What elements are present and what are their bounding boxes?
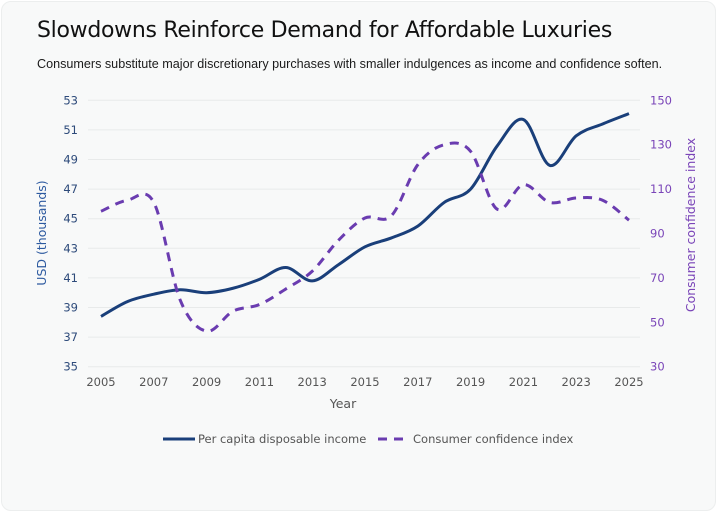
x-tick-label: 2017 [403, 375, 432, 389]
left-tick-label: 49 [63, 153, 78, 167]
x-tick-label: 2007 [139, 375, 168, 389]
right-tick-label: 130 [650, 138, 672, 152]
left-tick-label: 35 [63, 360, 78, 374]
legend: Per capita disposable income Consumer co… [163, 432, 574, 446]
legend-label-confidence: Consumer confidence index [413, 432, 574, 446]
left-tick-label: 47 [63, 182, 78, 196]
left-tick-label: 51 [63, 123, 78, 137]
legend-item-income[interactable]: Per capita disposable income [163, 432, 366, 446]
right-tick-label: 50 [650, 315, 665, 329]
left-axis-title: USD (thousands) [34, 180, 49, 285]
left-tick-label: 43 [63, 241, 78, 255]
x-tick-label: 2009 [192, 375, 221, 389]
x-tick-label: 2021 [509, 375, 538, 389]
left-axis-ticks: 53 51 49 47 45 43 41 39 37 35 [63, 93, 78, 373]
x-tick-label: 2005 [86, 375, 115, 389]
confidence-line [100, 141, 630, 333]
legend-item-confidence[interactable]: Consumer confidence index [378, 432, 574, 446]
right-tick-label: 70 [650, 271, 665, 285]
x-axis-title: Year [329, 396, 357, 411]
series-lines [100, 112, 630, 333]
x-tick-label: 2019 [456, 375, 485, 389]
left-tick-label: 39 [63, 301, 78, 315]
left-tick-label: 53 [63, 93, 78, 107]
gridlines [88, 99, 640, 368]
right-tick-label: 110 [650, 182, 672, 196]
right-tick-label: 30 [650, 360, 665, 374]
x-tick-label: 2015 [350, 375, 379, 389]
x-tick-label: 2011 [245, 375, 274, 389]
right-tick-label: 90 [650, 227, 665, 241]
right-axis-ticks: 150 130 110 90 70 50 30 [650, 93, 672, 373]
right-axis-title: Consumer confidence index [683, 138, 698, 312]
left-tick-label: 37 [63, 330, 78, 344]
chart-title: Slowdowns Reinforce Demand for Affordabl… [37, 18, 613, 43]
right-tick-label: 150 [650, 93, 672, 107]
x-tick-label: 2023 [562, 375, 591, 389]
x-axis-ticks: 2005 2007 2009 2011 2013 2015 2017 2019 2021 2023… [86, 375, 643, 389]
x-tick-label: 2013 [298, 375, 327, 389]
legend-label-income: Per capita disposable income [198, 432, 366, 446]
left-tick-label: 45 [63, 212, 78, 226]
chart-subtitle: Consumers substitute major discretionary… [37, 57, 663, 71]
income-line [100, 112, 630, 318]
left-tick-label: 41 [63, 271, 78, 285]
x-tick-label: 2025 [614, 375, 643, 389]
